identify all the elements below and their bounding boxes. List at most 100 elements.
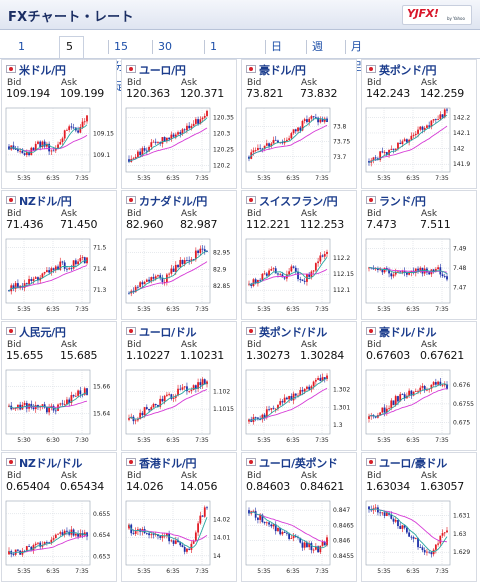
rate-card[interactable]: 香港ドル/円 Bid Ask 14.026 14.056 5:35 6:35 7:35 14.0… bbox=[121, 452, 237, 582]
candle-body bbox=[319, 378, 322, 381]
pair-name[interactable]: ユーロ/英ポンド bbox=[259, 457, 338, 470]
rate-card[interactable]: 豪ドル/ドル Bid Ask 0.67603 0.67621 5:35 6:35 7:35 0.… bbox=[361, 321, 477, 451]
pair-name[interactable]: 人民元/円 bbox=[19, 326, 66, 339]
tab-4[interactable]: 30分足 bbox=[158, 40, 172, 93]
pair-name[interactable]: 香港ドル/円 bbox=[139, 457, 197, 470]
candle-body bbox=[77, 261, 79, 265]
pair-name[interactable]: ユーロ/ドル bbox=[139, 326, 197, 339]
pair-name[interactable]: 米ドル/円 bbox=[19, 64, 66, 77]
candle-body bbox=[150, 534, 153, 536]
bid-label: Bid bbox=[127, 209, 142, 219]
bid-label: Bid bbox=[367, 78, 382, 88]
rate-card[interactable]: NZドル/円 Bid Ask 71.436 71.450 5:35 6:35 7:35 71.5… bbox=[1, 190, 117, 320]
candle-body bbox=[203, 507, 206, 517]
candle-body bbox=[50, 150, 53, 152]
price-chart[interactable]: 5:35 6:35 7:35 0.676 0.6755 0.675 bbox=[362, 364, 478, 452]
pair-name[interactable]: 豪ドル/ドル bbox=[379, 326, 437, 339]
tab-1[interactable]: 1分足 bbox=[18, 40, 29, 93]
pair-name[interactable]: ユーロ/円 bbox=[139, 64, 186, 77]
price-chart[interactable]: 5:35 6:35 7:35 1.631 1.63 1.629 bbox=[362, 495, 478, 583]
candle-body bbox=[41, 273, 44, 278]
candle-body bbox=[399, 142, 402, 144]
rate-card[interactable]: ランド/円 Bid Ask 7.473 7.511 5:35 6:35 7:35 7.49 7.4… bbox=[361, 190, 477, 320]
candle-body bbox=[192, 540, 195, 544]
candle-body bbox=[417, 538, 419, 548]
tab-5[interactable]: 1時間足 bbox=[210, 40, 221, 113]
candle-body bbox=[323, 541, 326, 546]
short-moving-average bbox=[368, 508, 448, 553]
candle-body bbox=[383, 152, 386, 153]
y-tick-label: 0.653 bbox=[93, 553, 110, 560]
price-chart[interactable]: 5:35 6:35 7:35 73.8 73.75 73.7 bbox=[242, 102, 358, 190]
pair-name[interactable]: 豪ドル/円 bbox=[259, 64, 306, 77]
pair-name[interactable]: NZドル/円 bbox=[19, 195, 72, 208]
pair-name[interactable]: スイスフラン/円 bbox=[259, 195, 338, 208]
candle-body bbox=[443, 109, 446, 118]
rate-card[interactable]: NZドル/ドル Bid Ask 0.65404 0.65434 5:35 6:35 7:35 0… bbox=[1, 452, 117, 582]
candle-body bbox=[268, 409, 270, 411]
candle-body bbox=[381, 269, 384, 273]
candle-body bbox=[288, 138, 291, 140]
candle-body bbox=[414, 391, 417, 392]
plot-area bbox=[245, 107, 331, 173]
tab-7[interactable]: 週足 bbox=[312, 40, 323, 73]
candle-body bbox=[128, 159, 130, 162]
rate-card[interactable]: ユーロ/豪ドル Bid Ask 1.63034 1.63057 5:35 6:35 7:35 1… bbox=[361, 452, 477, 582]
price-chart[interactable]: 5:35 6:35 7:35 82.95 82.9 82.85 bbox=[122, 233, 238, 321]
y-tick-label: 73.8 bbox=[333, 123, 347, 130]
pair-name[interactable]: 英ポンド/円 bbox=[379, 64, 437, 77]
candle-body bbox=[172, 268, 175, 272]
price-chart[interactable]: 5:35 6:35 7:35 0.655 0.654 0.653 bbox=[2, 495, 118, 583]
candle-body bbox=[441, 384, 444, 386]
yjfx-logo[interactable]: YJFX! by Yahoo bbox=[402, 5, 472, 25]
pair-name[interactable]: カナダドル/円 bbox=[139, 195, 207, 208]
tab-3[interactable]: 15分足 bbox=[114, 40, 128, 93]
candle-body bbox=[152, 534, 155, 536]
rate-card[interactable]: ユーロ/英ポンド Bid Ask 0.84603 0.84621 5:35 6:35 7:35… bbox=[241, 452, 357, 582]
candle-body bbox=[390, 400, 393, 409]
pair-name[interactable]: ランド/円 bbox=[379, 195, 426, 208]
candle-body bbox=[434, 382, 437, 385]
pair-name[interactable]: 英ポンド/ドル bbox=[259, 326, 327, 339]
candle-body bbox=[292, 129, 295, 134]
candle-body bbox=[285, 532, 288, 534]
tab-2[interactable]: 5分足 bbox=[59, 36, 84, 93]
rate-card[interactable]: スイスフラン/円 Bid Ask 112.221 112.253 5:35 6:35 7:35… bbox=[241, 190, 357, 320]
candle-body bbox=[199, 119, 202, 124]
price-chart[interactable]: 5:35 6:35 7:35 7.49 7.48 7.47 bbox=[362, 233, 478, 321]
candle-body bbox=[12, 554, 15, 555]
candle-body bbox=[259, 419, 262, 421]
price-chart[interactable]: 5:35 6:35 7:35 1.302 1.301 1.3 bbox=[242, 364, 358, 452]
price-chart[interactable]: 5:35 6:35 7:35 1.102 1.1015 bbox=[122, 364, 238, 452]
pair-name[interactable]: ユーロ/豪ドル bbox=[379, 457, 447, 470]
rate-card[interactable]: ユーロ/円 Bid Ask 120.363 120.371 5:35 6:35 7:35 120… bbox=[121, 59, 237, 189]
price-chart[interactable]: 5:35 6:35 7:35 120.35 120.3 120.25 120.2 bbox=[122, 102, 238, 190]
rate-card[interactable]: カナダドル/円 Bid Ask 82.960 82.987 5:35 6:35 7:35 82.… bbox=[121, 190, 237, 320]
candle-body bbox=[68, 399, 71, 403]
price-chart[interactable]: 5:30 6:30 7:30 15.66 15.64 bbox=[2, 364, 118, 452]
price-chart[interactable]: 5:35 6:35 7:35 71.5 71.4 71.3 bbox=[2, 233, 118, 321]
x-tick-label: 6:35 bbox=[166, 175, 180, 182]
tab-8[interactable]: 月足 bbox=[351, 40, 362, 73]
tab-6[interactable]: 日足 bbox=[271, 40, 282, 73]
candle-body bbox=[263, 414, 266, 418]
rate-card[interactable]: 人民元/円 Bid Ask 15.655 15.685 5:30 6:30 7:30 15.66… bbox=[1, 321, 117, 451]
price-chart[interactable]: 5:35 6:35 7:35 112.2 112.15 112.1 bbox=[242, 233, 358, 321]
candle-body bbox=[419, 387, 422, 391]
pair-name[interactable]: NZドル/ドル bbox=[19, 457, 83, 470]
rate-card[interactable]: 英ポンド/ドル Bid Ask 1.30273 1.30284 5:35 6:35 7:35 1… bbox=[241, 321, 357, 451]
price-chart[interactable]: 5:35 6:35 7:35 14.02 14.01 14 bbox=[122, 495, 238, 583]
candle-body bbox=[412, 391, 415, 396]
rate-card[interactable]: 豪ドル/円 Bid Ask 73.821 73.832 5:35 6:35 7:35 73.8 7… bbox=[241, 59, 357, 189]
candle-body bbox=[19, 150, 22, 152]
price-chart[interactable]: 5:35 6:35 7:35 142.2 142.1 142 141.9 bbox=[362, 102, 478, 190]
price-chart[interactable]: 5:35 6:35 7:35 109.15 109.1 bbox=[2, 102, 118, 190]
rate-card[interactable]: 米ドル/円 Bid Ask 109.194 109.199 5:35 6:35 7:35 109… bbox=[1, 59, 117, 189]
price-chart[interactable]: 5:35 6:35 7:35 0.847 0.8465 0.846 0.8455 bbox=[242, 495, 358, 583]
rate-card[interactable]: ユーロ/ドル Bid Ask 1.10227 1.10231 5:35 6:35 7:35 1.… bbox=[121, 321, 237, 451]
candle-body bbox=[323, 118, 326, 122]
candle-body bbox=[201, 379, 204, 386]
rate-card[interactable]: 英ポンド/円 Bid Ask 142.243 142.259 5:35 6:35 7:35 14… bbox=[361, 59, 477, 189]
bid-value: 0.67603 bbox=[366, 349, 411, 362]
ca-flag-icon bbox=[126, 196, 136, 204]
